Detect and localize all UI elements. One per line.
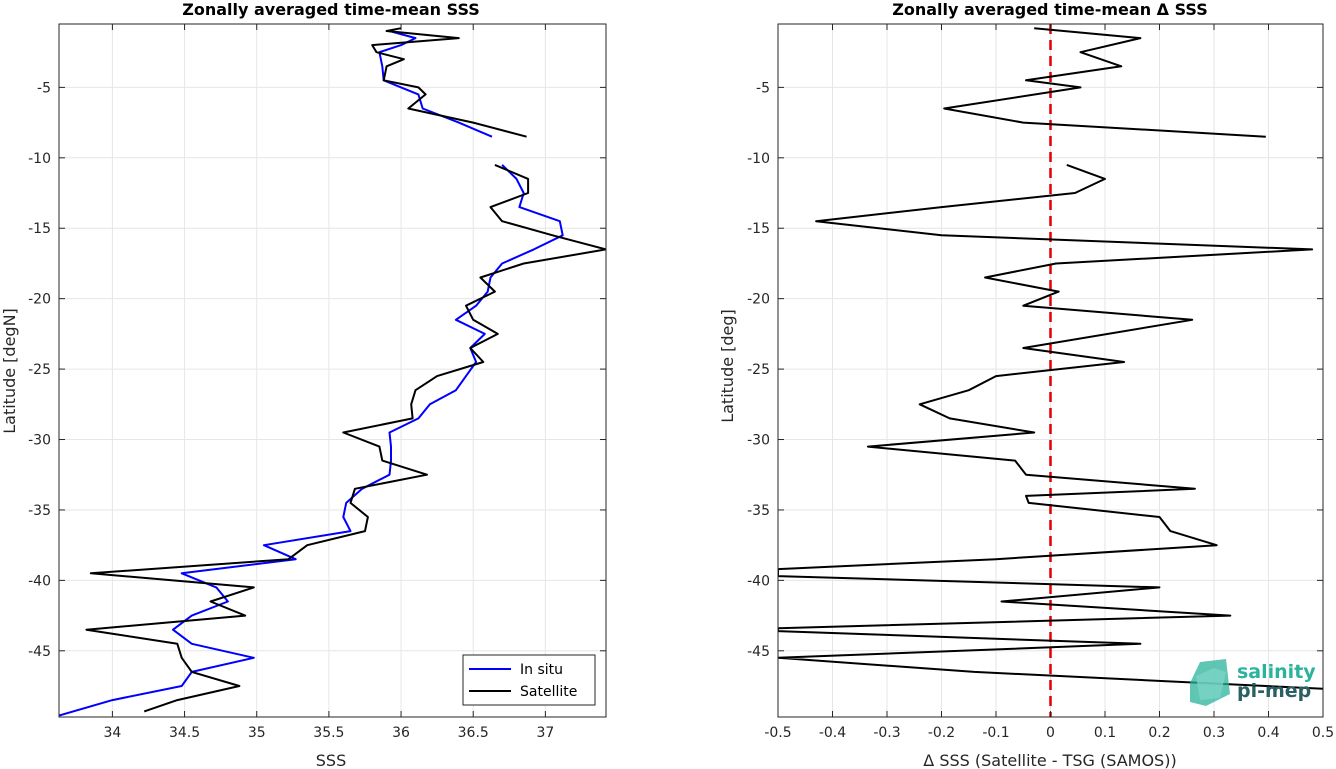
x-tick-label: 36 — [392, 725, 410, 741]
x-tick-label: 34 — [103, 725, 121, 741]
y-tick-label: -45 — [747, 644, 770, 660]
y-tick-label: -20 — [28, 292, 51, 308]
chart-title: Zonally averaged time-mean SSS — [182, 0, 480, 19]
y-tick-label: -5 — [37, 80, 51, 96]
y-tick-label: -15 — [747, 221, 770, 237]
chart-title: Zonally averaged time-mean Δ SSS — [892, 0, 1208, 19]
plot-area — [59, 24, 606, 717]
x-axis-label: Δ SSS (Satellite - TSG (SAMOS)) — [923, 751, 1176, 769]
legend: In situ Satellite — [462, 654, 596, 706]
y-tick-label: -10 — [747, 151, 770, 167]
series-line-in-situ — [59, 164, 564, 717]
x-tick-label: 37 — [536, 725, 554, 741]
sss-chart: 34 34.5 35 35.5 36 36.5 37 -45 -40 -35 -30 -25 -20 -1… — [0, 0, 607, 769]
x-axis-label: SSS — [316, 751, 346, 769]
y-tick-label: -45 — [28, 644, 51, 660]
y-tick-label: -35 — [747, 503, 770, 519]
x-tick-label: -0.3 — [873, 725, 900, 741]
y-tick-label: -20 — [747, 292, 770, 308]
series-line-satellite — [85, 163, 606, 713]
y-axis-label: Latitude [degN] — [0, 308, 19, 434]
series-line-satellite — [371, 27, 527, 138]
salinity-pi-mep-logo: salinity pi-mep — [1190, 659, 1316, 706]
series-line-delta-sss — [943, 27, 1266, 138]
x-tick-label: 0.1 — [1094, 725, 1116, 741]
legend-box — [462, 654, 596, 706]
logo-mark-highlight — [1196, 668, 1226, 700]
series-line-delta-sss — [778, 163, 1323, 690]
y-tick-label: -10 — [28, 151, 51, 167]
x-tick-label: 0.3 — [1203, 725, 1225, 741]
y-axis-label: Latitude [deg] — [718, 309, 737, 423]
legend-label: Satellite — [520, 684, 577, 700]
x-tick-label: 34.5 — [169, 725, 200, 741]
x-tick-label: -0.5 — [764, 725, 791, 741]
y-tick-label: -40 — [28, 573, 51, 589]
logo-text-salinity: salinity — [1237, 661, 1316, 683]
axes-frame — [58, 23, 607, 718]
delta-sss-chart: -0.5 -0.4 -0.3 -0.2 -0.1 0 0.1 0.2 0.3 0.4 0.5 -45 -… — [718, 0, 1334, 769]
legend-label: In situ — [520, 662, 563, 678]
y-tick-label: -35 — [28, 503, 51, 519]
y-tick-label: -30 — [28, 433, 51, 449]
x-tick-label: 35 — [248, 725, 266, 741]
logo-text-pi-mep: pi-mep — [1237, 680, 1311, 702]
x-tick-label: 0 — [1046, 725, 1055, 741]
y-tick-label: -30 — [747, 433, 770, 449]
x-tick-label: -0.4 — [819, 725, 846, 741]
y-tick-label: -5 — [756, 80, 770, 96]
x-tick-label: 35.5 — [313, 725, 344, 741]
x-tick-label: 36.5 — [458, 725, 489, 741]
y-tick-label: -25 — [28, 362, 51, 378]
x-tick-label: -0.2 — [928, 725, 955, 741]
y-tick-label: -15 — [28, 221, 51, 237]
x-tick-label: -0.1 — [982, 725, 1009, 741]
y-tick-label: -25 — [747, 362, 770, 378]
x-tick-label: 0.4 — [1257, 725, 1279, 741]
y-tick-label: -40 — [747, 573, 770, 589]
x-tick-label: 0.5 — [1312, 725, 1334, 741]
x-tick-label: 0.2 — [1148, 725, 1170, 741]
